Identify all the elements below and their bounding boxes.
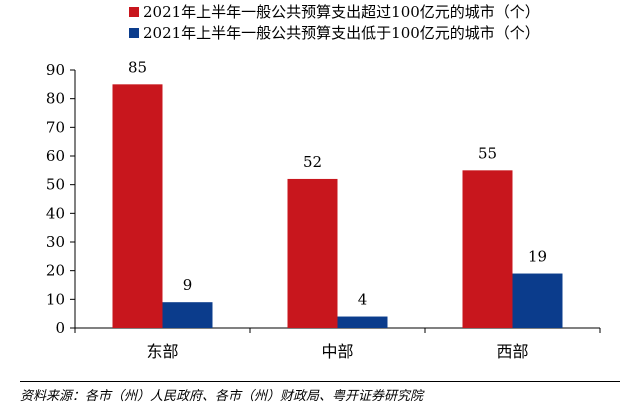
bar-series-2	[337, 316, 388, 328]
y-tick-label: 70	[46, 118, 65, 136]
x-axis: 东部 中部 西部	[74, 327, 601, 361]
y-tick-label: 40	[46, 204, 65, 222]
legend-label: 2021年上半年一般公共预算支出超过100亿元的城市（个）	[143, 3, 540, 21]
y-tick-label: 0	[55, 319, 65, 337]
bar-series-1	[287, 178, 338, 328]
y-tick-label: 30	[46, 233, 65, 251]
x-category-label: 东部	[146, 342, 178, 361]
data-label: 85	[128, 58, 147, 76]
y-tick-label: 80	[46, 90, 65, 108]
bar-chart: 2021年上半年一般公共预算支出超过100亿元的城市（个） 2021年上半年一般公…	[46, 3, 601, 361]
x-category-label: 中部	[321, 342, 353, 361]
bars	[112, 84, 563, 328]
bar-series-2	[512, 273, 563, 328]
legend-swatch	[129, 7, 139, 17]
footer-divider	[20, 381, 620, 382]
bar-series-1	[462, 170, 513, 328]
source-note: 资料来源：各市（州）人民政府、各市（州）财政局、粤开证券研究院	[20, 389, 424, 404]
y-tick-label: 50	[46, 176, 65, 194]
legend-swatch	[129, 28, 139, 38]
data-label: 9	[183, 276, 193, 294]
y-tick-label: 10	[46, 290, 65, 308]
y-tick-label: 90	[46, 61, 65, 79]
bar-series-2	[162, 302, 213, 328]
legend-label: 2021年上半年一般公共预算支出低于100亿元的城市（个）	[143, 24, 540, 42]
bar-series-1	[112, 84, 163, 328]
y-axis: 0 10 20 30 40 50 60 70 80 90	[46, 61, 76, 337]
y-tick-label: 20	[46, 262, 65, 280]
data-label: 52	[303, 153, 322, 171]
data-label: 19	[528, 248, 547, 266]
legend: 2021年上半年一般公共预算支出超过100亿元的城市（个） 2021年上半年一般公…	[129, 3, 540, 42]
data-label: 55	[478, 144, 497, 162]
y-tick-label: 60	[46, 147, 65, 165]
x-category-label: 西部	[496, 342, 528, 361]
data-labels: 85 9 52 4 55 19	[128, 58, 547, 308]
data-label: 4	[358, 291, 368, 309]
